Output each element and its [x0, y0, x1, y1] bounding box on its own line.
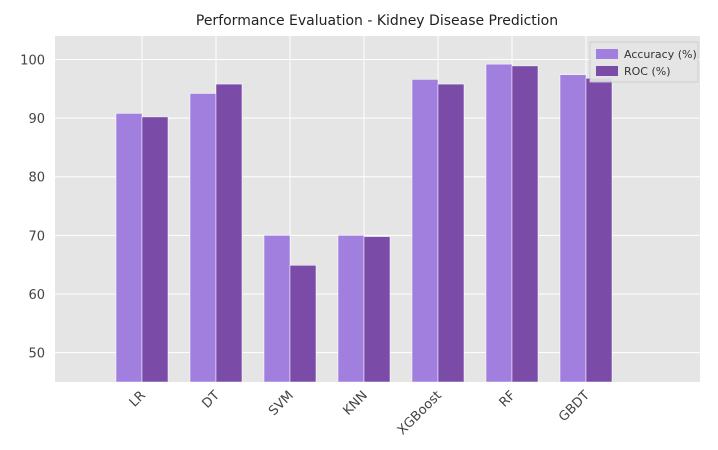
y-tick-label: 80: [28, 171, 45, 186]
bar: [189, 93, 217, 383]
x-tick-label: SVM: [266, 388, 297, 419]
x-tick-label: XGBoost: [395, 388, 445, 438]
bar: [289, 265, 317, 383]
x-tick-label: KNN: [340, 388, 370, 418]
legend-swatch: [596, 66, 618, 76]
y-tick-label: 90: [28, 112, 45, 127]
y-tick-label: 50: [28, 347, 45, 362]
bar: [115, 113, 143, 383]
bar: [141, 116, 169, 383]
chart-title: Performance Evaluation - Kidney Disease …: [196, 13, 558, 29]
bar: [485, 63, 513, 383]
bar: [511, 65, 539, 383]
y-tick-label: 100: [20, 53, 45, 68]
legend-swatch: [596, 49, 618, 59]
x-tick-label: GBDT: [556, 388, 593, 425]
bar: [559, 74, 587, 383]
y-tick-label: 70: [28, 229, 45, 244]
legend-label: Accuracy (%): [624, 48, 697, 61]
y-tick-label: 60: [28, 288, 45, 303]
x-tick-label: LR: [127, 388, 149, 410]
x-tick-label: RF: [497, 388, 519, 410]
x-tick-label: DT: [200, 388, 223, 411]
bar: [215, 83, 243, 383]
legend-label: ROC (%): [624, 65, 671, 78]
bar: [437, 83, 465, 383]
bar: [263, 235, 291, 383]
bar: [337, 235, 365, 383]
bar: [411, 79, 439, 383]
bar: [363, 236, 391, 383]
bar: [585, 77, 613, 383]
